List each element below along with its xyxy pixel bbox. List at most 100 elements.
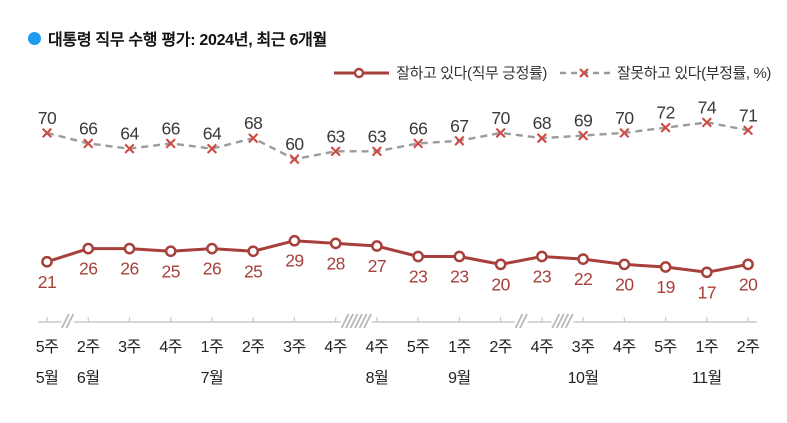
legend-label-positive: 잘하고 있다(직무 긍정률) bbox=[396, 65, 547, 82]
chart-legend: 잘하고 있다(직무 긍정률) 잘못하고 있다(부정률, %) bbox=[333, 62, 771, 83]
positive-value-label: 28 bbox=[326, 253, 344, 273]
negative-value-label: 68 bbox=[533, 113, 551, 133]
positive-marker-circle-icon bbox=[577, 253, 589, 265]
week-label: 4주 bbox=[366, 339, 389, 356]
week-label: 1주 bbox=[696, 339, 719, 356]
negative-value-label: 64 bbox=[120, 124, 139, 144]
axis-break bbox=[61, 313, 75, 329]
positive-series-line bbox=[45, 239, 750, 274]
negative-marker-x-icon bbox=[701, 117, 712, 128]
negative-series: 70 66 64 66 64 68 60 63 63 66 67 70 68 69 70 72 74 71 bbox=[38, 97, 758, 165]
month-label: 11월 bbox=[692, 369, 722, 387]
positive-line-swatch-icon bbox=[334, 67, 390, 78]
negative-marker-x-icon bbox=[41, 127, 53, 138]
negative-line-swatch-icon bbox=[559, 67, 610, 78]
title-bullet-icon bbox=[28, 31, 41, 45]
negative-value-label: 70 bbox=[615, 108, 634, 128]
week-label: 1주 bbox=[201, 339, 224, 356]
negative-marker-x-icon bbox=[83, 138, 94, 149]
week-label: 2주 bbox=[242, 339, 265, 356]
positive-marker-circle-icon bbox=[700, 266, 713, 279]
negative-marker-x-icon bbox=[619, 127, 630, 138]
positive-marker-circle-icon bbox=[371, 240, 383, 252]
negative-value-label: 70 bbox=[38, 108, 57, 128]
week-label: 5주 bbox=[36, 339, 59, 356]
negative-value-label: 66 bbox=[79, 118, 97, 138]
axis-break bbox=[340, 313, 372, 329]
positive-marker-circle-icon bbox=[123, 242, 136, 255]
positive-marker-circle-icon bbox=[536, 250, 548, 263]
week-label: 3주 bbox=[283, 339, 306, 356]
positive-marker-circle-icon bbox=[164, 245, 177, 258]
week-label: 2주 bbox=[489, 339, 512, 356]
positive-value-label: 19 bbox=[656, 277, 674, 297]
week-label: 4주 bbox=[613, 339, 636, 356]
positive-value-label: 29 bbox=[285, 251, 303, 271]
positive-marker-circle-icon bbox=[247, 245, 260, 258]
negative-marker-x-icon bbox=[660, 122, 671, 133]
positive-value-label: 26 bbox=[203, 259, 221, 279]
page-title: 대통령 직무 수행 평가: 2024년, 최근 6개월 bbox=[48, 32, 327, 49]
negative-value-label: 69 bbox=[574, 111, 592, 131]
month-label: 10월 bbox=[568, 369, 599, 387]
month-label: 8월 bbox=[366, 369, 389, 387]
positive-value-label: 20 bbox=[739, 274, 758, 294]
week-label: 5주 bbox=[654, 339, 677, 356]
week-label: 1주 bbox=[448, 339, 471, 356]
negative-value-label: 63 bbox=[326, 126, 344, 146]
negative-marker-x-icon bbox=[248, 133, 259, 144]
negative-value-label: 64 bbox=[203, 124, 222, 144]
negative-marker-x-icon bbox=[124, 143, 135, 154]
axis-break bbox=[514, 313, 528, 329]
week-label: 5주 bbox=[407, 339, 430, 356]
positive-value-label: 20 bbox=[491, 274, 510, 294]
positive-value-label: 27 bbox=[368, 256, 386, 276]
legend-item-positive: 잘하고 있다(직무 긍정률) bbox=[333, 62, 547, 83]
negative-value-label: 74 bbox=[698, 97, 717, 117]
negative-marker-x-icon bbox=[371, 146, 382, 157]
positive-marker-circle-icon bbox=[659, 261, 672, 273]
negative-value-label: 70 bbox=[491, 108, 510, 128]
negative-value-label: 60 bbox=[285, 134, 304, 154]
week-label: 4주 bbox=[324, 339, 347, 356]
axis-break bbox=[551, 313, 574, 329]
positive-value-label: 23 bbox=[533, 267, 551, 287]
negative-marker-x-icon bbox=[206, 143, 218, 154]
positive-marker-circle-icon bbox=[288, 234, 301, 247]
negative-value-label: 63 bbox=[368, 126, 386, 146]
month-label: 6월 bbox=[77, 369, 100, 387]
negative-value-label: 67 bbox=[450, 116, 468, 136]
negative-marker-x-icon bbox=[413, 138, 424, 149]
negative-marker-x-icon bbox=[743, 125, 754, 136]
week-label: 4주 bbox=[159, 339, 182, 356]
positive-value-label: 25 bbox=[244, 261, 262, 281]
week-label: 2주 bbox=[737, 339, 760, 356]
negative-marker-x-icon bbox=[495, 127, 506, 138]
week-label: 3주 bbox=[572, 339, 595, 356]
positive-marker-circle-icon bbox=[412, 250, 425, 263]
positive-value-label: 26 bbox=[120, 259, 138, 279]
chart-header: 대통령 직무 수행 평가: 2024년, 최근 6개월 bbox=[28, 26, 327, 50]
negative-marker-x-icon bbox=[578, 130, 589, 141]
week-label: 3주 bbox=[118, 339, 141, 356]
negative-series-line bbox=[46, 121, 749, 161]
month-label: 5월 bbox=[36, 369, 59, 387]
positive-value-label: 25 bbox=[161, 261, 179, 281]
negative-marker-x-icon bbox=[454, 135, 465, 146]
positive-marker-circle-icon bbox=[453, 250, 466, 263]
positive-series: 21 26 26 25 26 25 29 28 27 23 23 20 23 22 20 19 17 20 bbox=[38, 234, 759, 302]
positive-value-label: 17 bbox=[698, 282, 716, 302]
negative-value-label: 71 bbox=[739, 105, 757, 125]
legend-label-negative: 잘못하고 있다(부정률, %) bbox=[616, 65, 771, 82]
positive-value-label: 26 bbox=[79, 259, 97, 279]
positive-value-label: 20 bbox=[615, 274, 634, 294]
negative-marker-x-icon bbox=[165, 138, 176, 149]
legend-item-negative: 잘못하고 있다(부정률, %) bbox=[559, 62, 771, 83]
positive-marker-circle-icon bbox=[82, 242, 95, 255]
month-label: 9월 bbox=[448, 369, 471, 387]
positive-value-label: 22 bbox=[574, 269, 592, 289]
positive-marker-circle-icon bbox=[494, 258, 507, 271]
x-axis bbox=[38, 313, 757, 329]
positive-value-label: 23 bbox=[450, 267, 468, 287]
